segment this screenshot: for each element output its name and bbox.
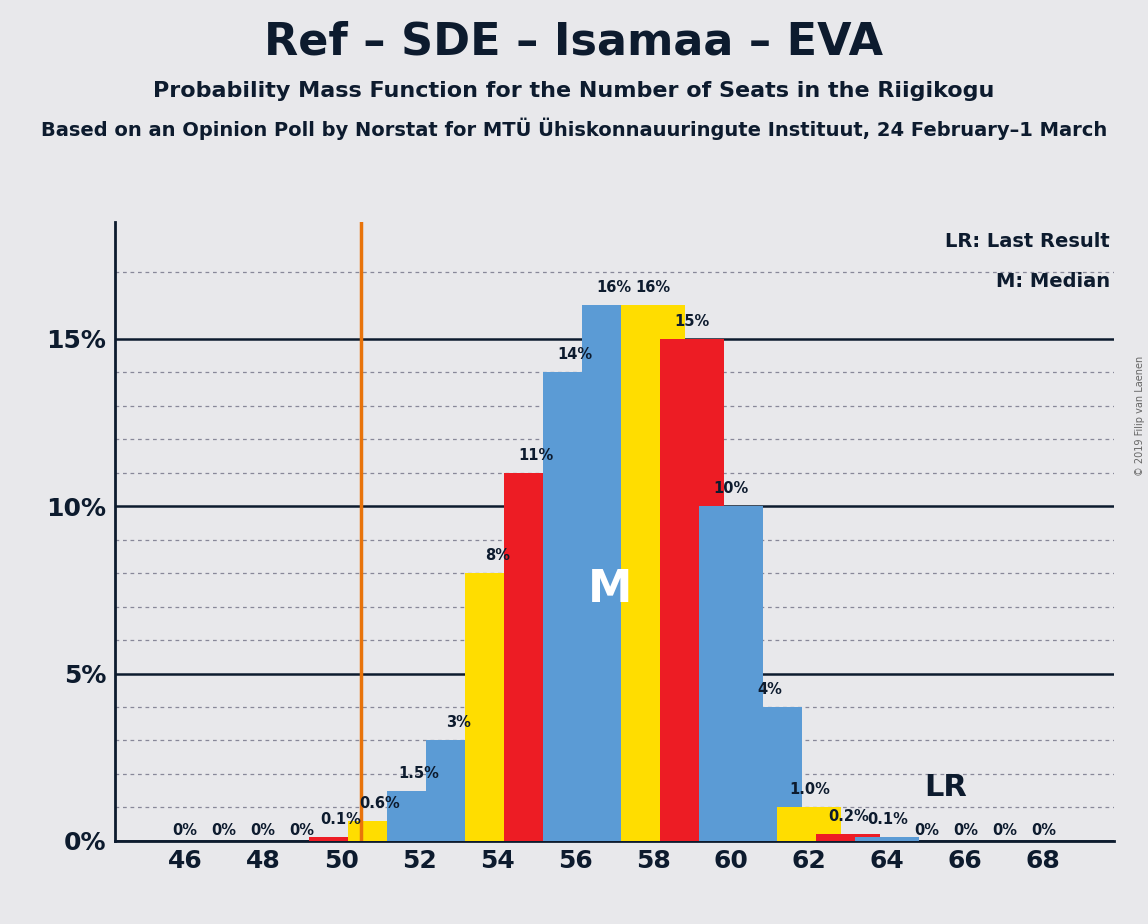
Bar [777,808,841,841]
Bar [504,473,568,841]
Bar [543,372,607,841]
Text: 1.5%: 1.5% [398,766,440,781]
Bar [660,339,724,841]
Bar [426,740,490,841]
Text: 11%: 11% [519,448,553,463]
Text: Probability Mass Function for the Number of Seats in the Riigikogu: Probability Mass Function for the Number… [154,81,994,102]
Text: 0.6%: 0.6% [359,796,401,810]
Text: 1.0%: 1.0% [789,783,830,797]
Bar [309,837,373,841]
Bar [621,306,685,841]
Text: Based on an Opinion Poll by Norstat for MTÜ Ühiskonnauuringute Instituut, 24 Feb: Based on an Opinion Poll by Norstat for … [41,117,1107,140]
Bar [348,821,412,841]
Bar [816,834,881,841]
Text: 0%: 0% [289,823,315,838]
Text: 4%: 4% [758,682,783,697]
Text: © 2019 Filip van Laenen: © 2019 Filip van Laenen [1135,356,1145,476]
Text: 0.1%: 0.1% [867,812,908,828]
Text: M: M [588,568,633,612]
Text: 8%: 8% [484,548,510,563]
Bar [582,306,646,841]
Text: 14%: 14% [558,347,592,362]
Bar [855,837,920,841]
Text: 0%: 0% [172,823,197,838]
Bar [738,707,802,841]
Text: Ref – SDE – Isamaa – EVA: Ref – SDE – Isamaa – EVA [264,20,884,64]
Text: 16%: 16% [636,280,670,296]
Text: 0%: 0% [211,823,236,838]
Text: 3%: 3% [445,715,471,730]
Text: LR: LR [924,772,968,802]
Bar [699,506,763,841]
Bar [387,791,451,841]
Text: 0.1%: 0.1% [320,812,362,828]
Text: 16%: 16% [597,280,631,296]
Text: 0%: 0% [250,823,276,838]
Text: 0%: 0% [953,823,978,838]
Text: 15%: 15% [675,314,709,329]
Text: M: Median: M: Median [995,272,1110,291]
Text: 0%: 0% [992,823,1017,838]
Text: 0%: 0% [1031,823,1056,838]
Text: 10%: 10% [714,481,748,496]
Text: 0%: 0% [914,823,939,838]
Bar [465,573,529,841]
Text: 0.2%: 0.2% [828,809,869,824]
Text: LR: Last Result: LR: Last Result [945,232,1110,250]
